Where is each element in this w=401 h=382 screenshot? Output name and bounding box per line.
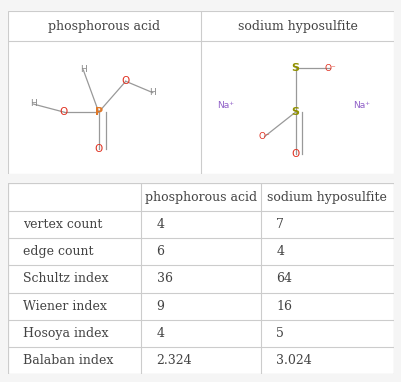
Text: sodium hyposulfite: sodium hyposulfite: [267, 191, 386, 204]
Text: Hosoya index: Hosoya index: [23, 327, 109, 340]
Text: 36: 36: [156, 272, 172, 285]
Text: 64: 64: [275, 272, 292, 285]
Text: O: O: [122, 76, 130, 86]
Text: 9: 9: [156, 299, 164, 312]
Text: 6: 6: [156, 245, 164, 258]
Text: 5: 5: [275, 327, 284, 340]
Text: vertex count: vertex count: [23, 218, 103, 231]
Text: Balaban index: Balaban index: [23, 354, 113, 367]
Text: 3.024: 3.024: [275, 354, 311, 367]
Text: Schultz index: Schultz index: [23, 272, 109, 285]
Text: Wiener index: Wiener index: [23, 299, 107, 312]
Text: 7: 7: [275, 218, 284, 231]
Text: H: H: [80, 65, 87, 74]
Text: phosphorous acid: phosphorous acid: [49, 19, 160, 32]
Text: sodium hyposulfite: sodium hyposulfite: [237, 19, 356, 32]
Text: phosphorous acid: phosphorous acid: [145, 191, 256, 204]
Text: P: P: [94, 107, 103, 117]
Text: edge count: edge count: [23, 245, 94, 258]
Text: Na⁺: Na⁺: [352, 101, 369, 110]
Text: O⁻: O⁻: [258, 132, 270, 141]
Text: H: H: [30, 99, 36, 108]
Text: O: O: [94, 144, 103, 154]
Text: 16: 16: [275, 299, 292, 312]
Text: S: S: [291, 63, 299, 73]
Text: 4: 4: [275, 245, 284, 258]
Text: 2.324: 2.324: [156, 354, 192, 367]
Text: O⁻: O⁻: [324, 64, 335, 73]
Text: 4: 4: [156, 218, 164, 231]
Text: S: S: [291, 107, 299, 117]
Text: H: H: [149, 88, 156, 97]
Text: O: O: [291, 149, 299, 159]
Text: O: O: [60, 107, 68, 117]
Text: 4: 4: [156, 327, 164, 340]
Text: Na⁺: Na⁺: [217, 101, 234, 110]
